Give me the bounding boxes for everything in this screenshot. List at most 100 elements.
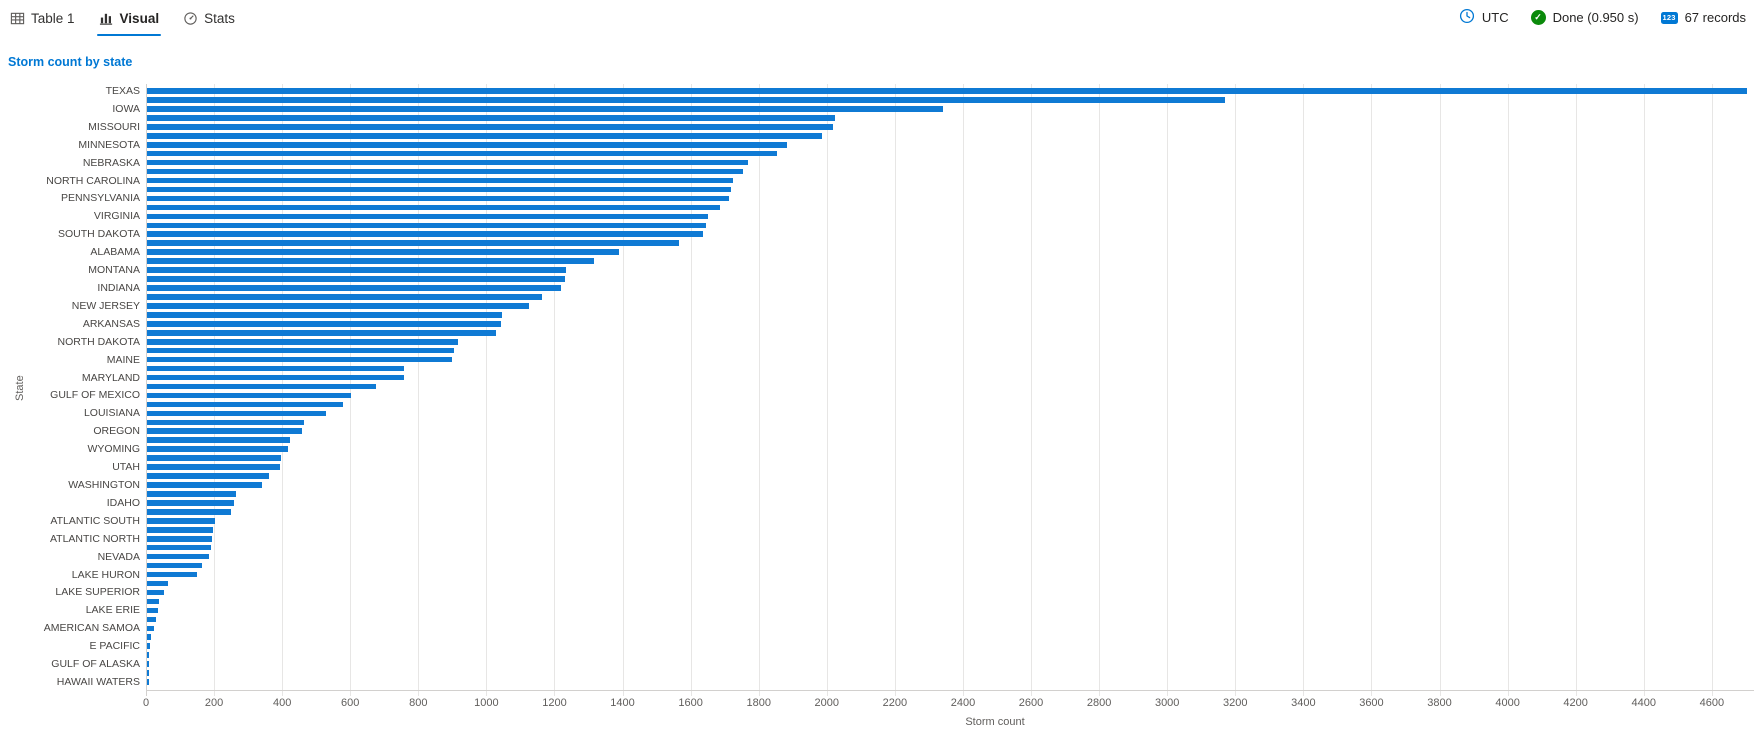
table-icon [10,11,25,26]
y-axis-state-label: WASHINGTON [68,479,140,492]
bar-chart-icon [99,11,114,26]
x-axis-tick-label: 4400 [1631,697,1656,709]
x-axis-tick-label: 200 [204,697,224,709]
x-axis-tick-label: 3000 [1154,697,1180,709]
y-axis-state-label: OREGON [93,425,140,438]
bar [147,177,733,184]
done-status: ✓ Done (0.950 s) [1530,10,1639,25]
y-axis-state-label: UTAH [112,461,140,474]
x-axis-tick-label: 4000 [1495,697,1520,709]
bar [147,464,281,470]
y-axis-state-label: E PACIFIC [89,640,140,653]
bar [147,625,154,632]
gridline [282,84,284,696]
y-axis-state-label: NEW JERSEY [71,299,140,312]
gridline [1235,84,1237,696]
bar [147,115,836,121]
gridline [418,84,420,696]
y-axis-state-label: ARKANSAS [82,317,140,330]
timezone-status[interactable]: UTC [1459,8,1509,27]
gridline [1643,84,1645,696]
bar [147,222,706,229]
gridline [1507,84,1509,696]
y-axis-state-label: ATLANTIC NORTH [49,532,140,545]
y-axis-state-label: GULF OF MEXICO [50,389,140,402]
gridline [146,84,147,696]
gridline [486,84,488,696]
bar [147,598,159,605]
gridline [554,84,556,696]
bar [147,544,211,551]
chart-title: Storm count by state [8,55,133,69]
y-axis-state-label: IOWA [112,102,140,115]
x-axis-tick-label: 1000 [474,697,499,709]
bar [147,168,743,175]
x-axis-tick-label: 2200 [882,697,908,709]
bar [147,329,496,336]
y-axis-state-label: MISSOURI [88,120,140,133]
x-axis-tick-label: 0 [142,697,150,709]
gridline [1439,84,1441,696]
y-axis-state-label: NEBRASKA [82,156,140,169]
bar [147,88,1748,94]
tab-label: Table 1 [31,11,75,26]
y-axis-state-label: ATLANTIC SOUTH [50,514,140,527]
bar [147,679,149,685]
bar [147,428,302,435]
bar [147,267,567,273]
x-axis-tick-label: 2800 [1086,697,1112,709]
gridline [894,84,896,696]
x-axis-tick-label: 3400 [1291,697,1316,709]
gridline [622,84,624,696]
gridline [1099,84,1101,696]
tab-visual[interactable]: Visual [87,8,172,36]
gridline [1371,84,1373,696]
done-label: Done (0.950 s) [1552,10,1639,25]
bar [147,500,234,506]
tab-label: Stats [204,11,235,26]
bar [147,106,943,112]
bar [147,356,452,363]
bar [147,589,165,596]
bar [147,285,561,291]
bar [147,159,749,166]
y-axis-state-label: MAINE [106,353,140,366]
bar [147,204,721,211]
bar [147,410,327,417]
bar [147,518,215,524]
bar [147,312,503,318]
records-status: 123 67 records [1660,10,1746,25]
y-axis-state-label: LAKE HURON [71,568,140,581]
bar [147,661,150,667]
y-axis-state-label: NORTH DAKOTA [57,335,140,348]
bar [147,294,542,300]
y-axis-state-label: GULF OF ALASKA [51,658,140,671]
bar [147,401,344,408]
x-axis-tick-label: 1200 [542,697,567,709]
tab-stats[interactable]: Stats [171,8,247,36]
x-axis-tick-label: 3200 [1223,697,1248,709]
bar [147,383,377,390]
x-axis-tick-label: 4200 [1563,697,1588,709]
y-axis-state-label: MONTANA [88,264,140,277]
y-axis-state-label: IDAHO [106,496,140,509]
x-axis-tick-label: 1600 [678,697,703,709]
bar [147,491,236,497]
active-tab-underline [96,33,162,36]
x-axis-tick-label: 3800 [1427,697,1452,709]
y-axis-state-label: INDIANA [97,282,140,294]
bar [147,338,458,345]
tab-label: Visual [119,11,160,26]
bar [147,580,168,587]
bar [147,132,822,139]
stats-gauge-icon [183,11,198,26]
bar [147,562,203,569]
tab-table1[interactable]: Table 1 [10,8,87,36]
gridline [826,84,828,696]
x-axis-title: Storm count [965,716,1025,728]
y-axis-state-label: VIRGINIA [93,210,140,223]
gridline [1575,84,1577,696]
gridline [690,84,692,696]
x-axis-tick-label: 4600 [1699,697,1725,709]
